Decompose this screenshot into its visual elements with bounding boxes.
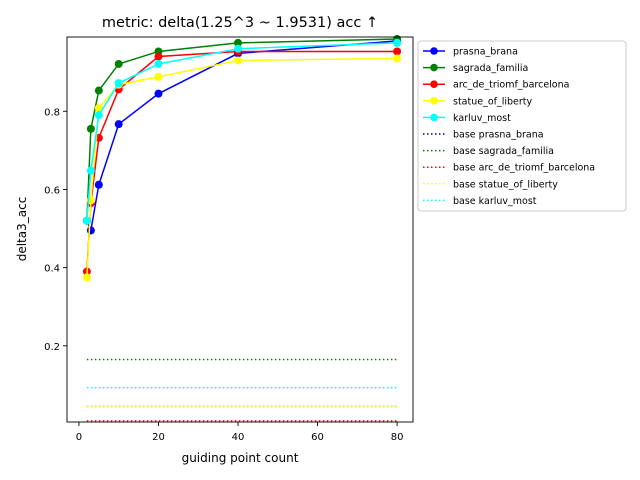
data-point [94, 180, 103, 189]
data-point [393, 47, 402, 56]
x-tick-label: 40 [232, 432, 245, 443]
data-point [94, 86, 103, 95]
legend-box [417, 40, 627, 212]
data-point [94, 104, 103, 113]
data-point [86, 124, 95, 133]
data-point [86, 166, 95, 175]
series-line [86, 40, 398, 234]
y-tick-label: 0.8 [44, 107, 60, 118]
data-point [94, 111, 103, 120]
data-point [234, 56, 243, 65]
series-line [86, 50, 398, 272]
y-tick-label: 0.2 [44, 342, 60, 353]
data-point [393, 38, 402, 47]
x-tick-label: 0 [76, 432, 82, 443]
legend-label: base karluv_most [453, 196, 537, 207]
y-tick-label: 0.4 [44, 264, 60, 275]
data-point [234, 38, 243, 47]
legend-label: prasna_brana [453, 47, 518, 58]
data-point [154, 52, 163, 61]
data-point [82, 273, 91, 282]
series-line [86, 38, 398, 221]
plot-area: 0 20 40 60 80 0.2 0.4 0.6 0.8 [44, 34, 414, 443]
legend-label: base sagrada_familia [453, 146, 554, 157]
legend-swatch-marker [430, 80, 438, 88]
series-line [86, 57, 398, 278]
data-point [82, 216, 91, 225]
data-point [114, 79, 123, 88]
legend-label: statue_of_liberty [453, 96, 533, 107]
data-point [234, 44, 243, 53]
x-tick-label: 80 [391, 432, 404, 443]
x-tick-label: 20 [152, 432, 165, 443]
x-tick-label: 60 [311, 432, 324, 443]
legend-swatch-marker [430, 63, 438, 72]
data-point [154, 59, 163, 68]
legend-label: base prasna_brana [453, 130, 544, 141]
data-point [86, 226, 95, 235]
data-point [114, 59, 123, 68]
x-axis-label: guiding point count [182, 451, 299, 465]
legend-label: karluv_most [453, 113, 511, 124]
y-tick-label: 0.6 [44, 185, 60, 196]
legend-swatch-marker [430, 47, 438, 55]
data-point [154, 89, 163, 98]
plot-frame [66, 36, 414, 423]
chart-title: metric: delta(1.25^3 ~ 1.9531) acc ↑ [102, 15, 378, 31]
legend-swatch-marker [430, 97, 438, 105]
legend-label: sagrada_familia [453, 63, 528, 74]
data-point [114, 120, 123, 129]
legend-swatch-marker [430, 113, 438, 122]
legend: prasna_brana sagrada_familia arc_de_triomf… [417, 40, 627, 212]
legend-label: base arc_de_triomf_barcelona [453, 163, 595, 174]
y-axis-label: delta3_acc [15, 197, 29, 262]
data-point [154, 72, 163, 81]
legend-label: arc_de_triomf_barcelona [453, 80, 569, 91]
data-point [393, 54, 402, 63]
legend-label: base statue_of_liberty [453, 179, 558, 190]
series-line [86, 42, 398, 221]
